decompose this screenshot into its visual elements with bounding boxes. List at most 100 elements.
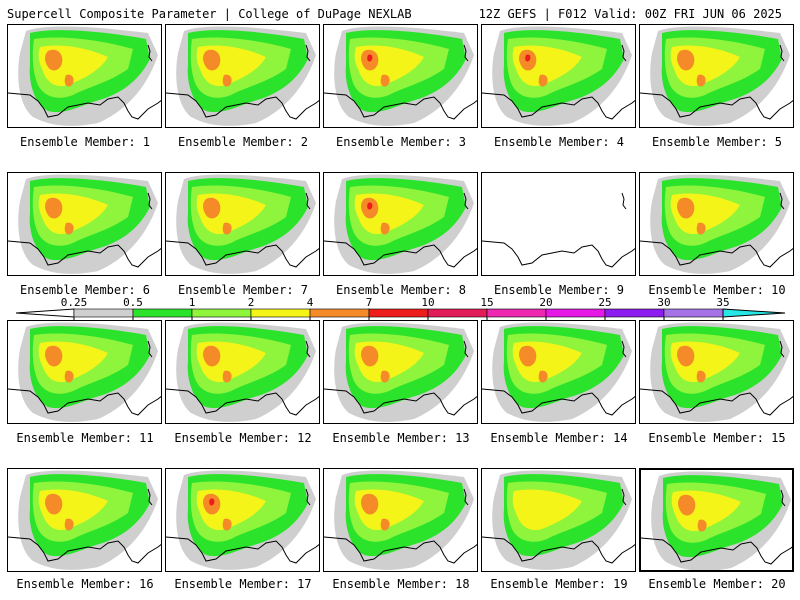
scp-contour-orange [64,74,74,87]
member-map-panel[interactable] [7,468,162,572]
member-map-panel[interactable] [165,24,320,128]
coastline [8,388,161,416]
border-line [463,192,469,210]
member-caption: Ensemble Member: 11 [16,431,154,445]
member-map-panel[interactable] [323,320,478,424]
member-caption: Ensemble Member: 2 [177,135,309,149]
coastline [8,92,161,120]
scp-contour-orange [696,222,706,235]
border-line [147,340,153,358]
colorbar-label: 2 [247,296,255,309]
member-caption: Ensemble Member: 6 [19,283,151,297]
member-map-panel[interactable] [323,468,478,572]
coastline [166,240,319,268]
scp-map [324,470,477,570]
member-caption: Ensemble Member: 9 [493,283,625,297]
colorbar-segment [191,308,252,318]
member-caption: Ensemble Member: 15 [648,431,786,445]
member-map-panel[interactable] [7,320,162,424]
border-line [463,44,469,62]
member-map-panel[interactable] [165,320,320,424]
member-map-panel[interactable] [323,172,478,276]
member-caption: Ensemble Member: 10 [648,283,786,297]
member-map-panel[interactable] [639,172,794,276]
coastline [640,92,793,120]
member-map-panel[interactable] [7,24,162,128]
scp-contour-orange [677,49,695,71]
scp-map [640,26,793,126]
figure-title: Supercell Composite Parameter | College … [7,7,412,21]
border-line [621,340,627,358]
colorbar-segment [368,308,429,318]
colorbar-segment [309,308,370,318]
colorbar-label: 7 [365,296,373,309]
colorbar-segment [545,308,606,318]
member-caption: Ensemble Member: 3 [335,135,467,149]
member-map-panel[interactable] [639,320,794,424]
border-line [779,340,785,358]
member-caption: Ensemble Member: 8 [335,283,467,297]
member-map-panel[interactable] [481,320,636,424]
member-caption: Ensemble Member: 17 [174,577,312,591]
member-map-panel[interactable] [639,468,794,572]
border-line [621,488,627,506]
scp-contour-orange [64,370,74,383]
scp-contour-orange [380,518,390,531]
border-line [305,44,311,62]
border-line [463,340,469,358]
coastline [641,537,792,565]
coastline [482,536,635,564]
member-map-panel[interactable] [639,24,794,128]
border-line [621,192,627,210]
member-map-panel[interactable] [165,468,320,572]
colorbar-segment [427,308,488,318]
member-caption: Ensemble Member: 12 [174,431,312,445]
colorbar-label: 10 [421,296,435,309]
colorbar-segment [663,308,724,318]
scp-map [166,322,319,422]
scp-contour-orange [380,74,390,87]
scp-contour-yellow [512,489,582,531]
member-map-panel[interactable] [323,24,478,128]
border-line [621,44,627,62]
scp-contour-orange [678,494,696,516]
colorbar-segment [250,308,311,318]
member-map-panel[interactable] [165,172,320,276]
colorbar-min-extension [15,308,75,318]
scp-contour-orange [538,74,548,87]
scp-map [8,174,161,274]
scp-contour-red [367,54,373,62]
border-line [305,340,311,358]
member-caption: Ensemble Member: 5 [651,135,783,149]
scp-contour-orange [203,49,221,71]
border-line [147,44,153,62]
member-map-panel[interactable] [481,172,636,276]
scp-contour-orange [677,345,695,367]
member-caption: Ensemble Member: 7 [177,283,309,297]
scp-contour-orange [222,74,232,87]
scp-map [640,174,793,274]
scp-map [166,26,319,126]
coastline [324,388,477,416]
border-line [779,192,785,210]
border-line [305,192,311,210]
member-map-panel[interactable] [481,24,636,128]
coastline [166,388,319,416]
scp-map [324,174,477,274]
scp-contour-orange [538,370,548,383]
scp-map [324,322,477,422]
member-caption: Ensemble Member: 4 [493,135,625,149]
scp-contour-orange [45,493,63,515]
colorbar-label: 20 [539,296,553,309]
scp-map [482,192,635,268]
border-line [305,488,311,506]
member-map-panel[interactable] [7,172,162,276]
scp-map [166,174,319,274]
border-line [147,192,153,210]
scp-contour-orange [222,222,232,235]
member-caption: Ensemble Member: 18 [332,577,470,591]
colorbar-max-extension [722,308,786,318]
scp-contour-red [367,202,373,210]
member-map-panel[interactable] [481,468,636,572]
scp-contour-orange [361,493,379,515]
